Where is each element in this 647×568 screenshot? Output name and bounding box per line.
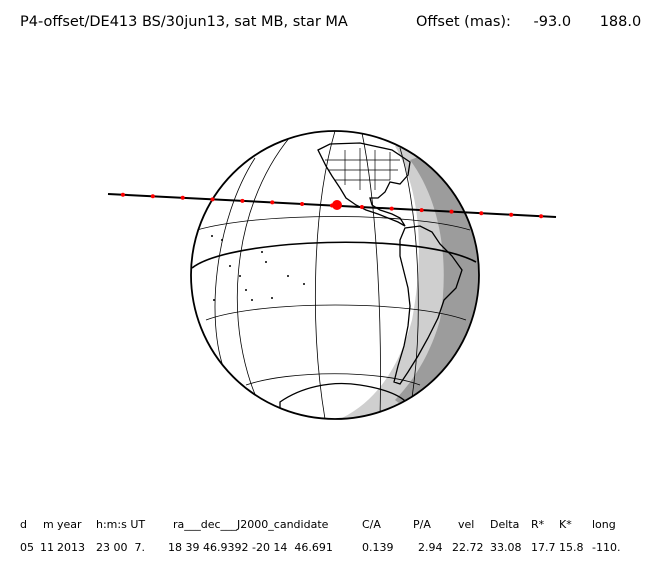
- path-point: [359, 205, 364, 209]
- path-point: [210, 197, 215, 202]
- path-point: [449, 209, 454, 214]
- path-point: [479, 211, 484, 216]
- path-point: [150, 194, 155, 199]
- path-point: [120, 192, 125, 197]
- plot-title: P4-offset/DE413 BS/30jun13, sat MB, star…: [20, 14, 348, 30]
- offset-x-value: -93.0: [533, 14, 572, 30]
- path-point: [240, 198, 245, 203]
- offset-readout: Offset (mas): -93.0 188.0: [416, 14, 641, 30]
- offset-label: Offset (mas):: [416, 14, 511, 30]
- offset-y-value: 188.0: [599, 14, 642, 30]
- night-shade: [395, 131, 479, 419]
- earth-limb: [190, 130, 480, 420]
- path-point: [509, 212, 514, 217]
- path-point: [300, 202, 305, 206]
- path-point: [270, 200, 275, 205]
- path-point: [539, 214, 544, 219]
- pacific-islands: [211, 235, 305, 301]
- path-point: [419, 208, 424, 213]
- path-point: [389, 206, 394, 211]
- closest-approach-marker: [332, 200, 342, 210]
- state-borders: [325, 148, 400, 190]
- path-point: [180, 195, 185, 200]
